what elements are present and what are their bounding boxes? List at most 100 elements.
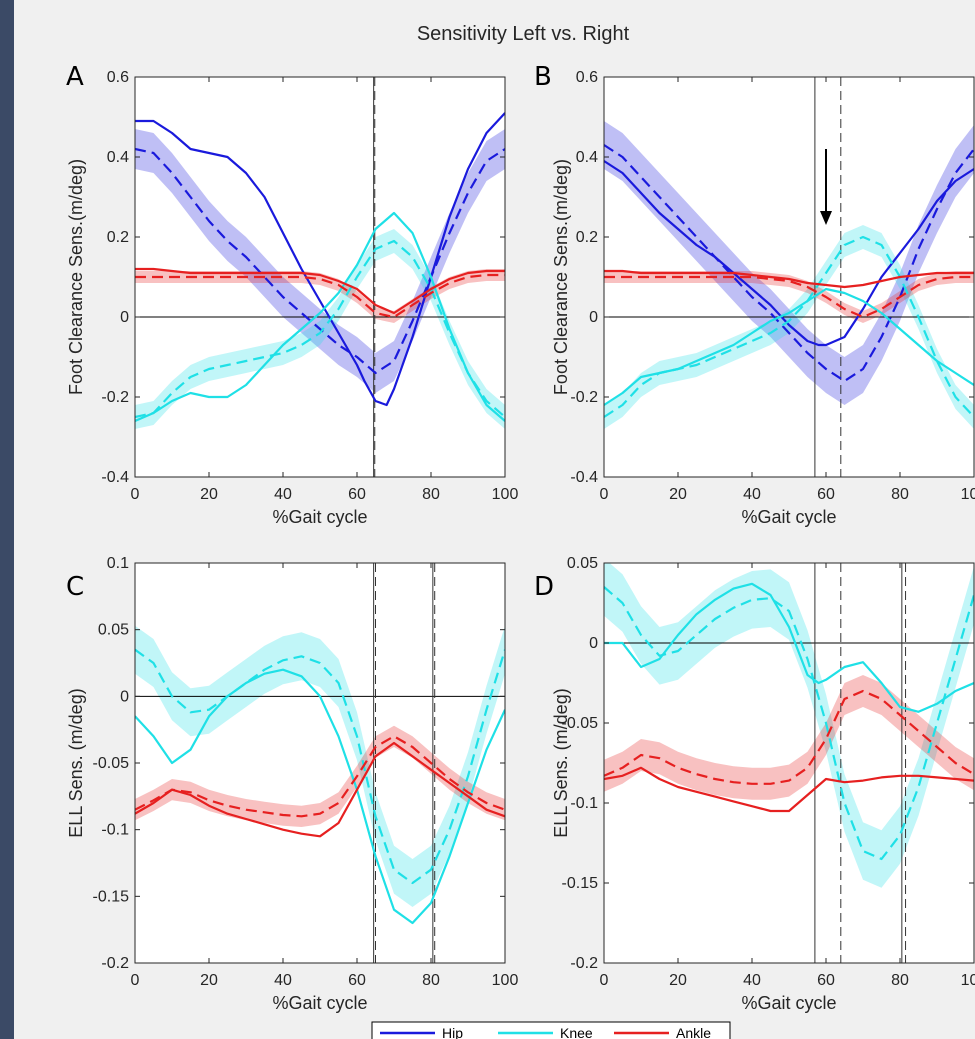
y-tick-label: 0 xyxy=(120,688,129,705)
panel-letter-d: D xyxy=(534,572,554,602)
y-axis-label: ELL Sens. (m/deg) xyxy=(551,688,571,837)
y-tick-label: -0.05 xyxy=(93,755,130,772)
x-tick-label: 0 xyxy=(600,486,609,503)
x-axis-label: %Gait cycle xyxy=(272,993,367,1013)
y-tick-label: 0.2 xyxy=(107,229,129,246)
y-tick-label: 0.1 xyxy=(107,555,129,572)
x-tick-label: 100 xyxy=(492,972,519,989)
x-tick-label: 40 xyxy=(743,486,761,503)
x-tick-label: 80 xyxy=(891,972,909,989)
y-tick-label: 0 xyxy=(589,309,598,326)
y-tick-label: -0.1 xyxy=(570,795,598,812)
ankle-solid-line xyxy=(604,766,974,813)
ankle-solid-line xyxy=(135,741,505,838)
plot-content xyxy=(604,563,974,963)
figure-window: Sensitivity Left vs. Right 0 20 40 60 80 100 -… xyxy=(14,0,975,1039)
ankle-band xyxy=(135,725,505,827)
ankle-solid-line xyxy=(604,269,974,289)
figure-title: Sensitivity Left vs. Right xyxy=(417,23,630,45)
chart-panel-a: 0 20 40 60 80 100 -0.4 -0.2 0 0.2 0.4 0.6 %Gait cycl… xyxy=(66,62,518,527)
x-tick-label: 60 xyxy=(348,486,366,503)
y-tick-label: -0.15 xyxy=(562,875,599,892)
hip-dashed-line xyxy=(135,147,505,375)
y-tick-label: 0.05 xyxy=(567,555,598,572)
legend-label-hip: Hip xyxy=(442,1025,463,1039)
x-tick-label: 100 xyxy=(492,486,519,503)
y-tick-label: -0.1 xyxy=(101,822,129,839)
ankle-dashed-line xyxy=(135,735,505,818)
x-tick-label: 80 xyxy=(422,972,440,989)
knee-solid-line xyxy=(604,582,974,713)
x-tick-label: 100 xyxy=(961,972,975,989)
ankle-band xyxy=(604,271,974,323)
knee-solid-line xyxy=(135,211,505,423)
hip-band xyxy=(135,129,505,393)
x-tick-label: 80 xyxy=(422,486,440,503)
knee-dashed-line xyxy=(604,586,974,861)
ankle-dashed-line xyxy=(604,275,974,319)
panel-letter-b: B xyxy=(534,62,552,92)
y-tick-label: 0.6 xyxy=(576,69,598,86)
y-tick-label: 0.05 xyxy=(98,622,129,639)
panel-letter-c: C xyxy=(66,572,84,602)
ankle-dashed-line xyxy=(135,273,505,319)
ankle-solid-line xyxy=(135,267,505,315)
x-tick-label: 40 xyxy=(274,486,292,503)
chart-panel-c: 0 20 40 60 80 100 -0.2 -0.15 -0.1 -0.05 0 0.05 0.1 %G… xyxy=(66,555,518,1013)
hip-band xyxy=(604,121,974,405)
x-tick-label: 100 xyxy=(961,486,975,503)
plot-content xyxy=(604,77,974,477)
x-tick-label: 60 xyxy=(817,972,835,989)
y-tick-label: -0.15 xyxy=(93,888,130,905)
ankle-dashed-line xyxy=(604,689,974,785)
y-tick-label: -0.2 xyxy=(101,955,129,972)
knee-solid-line xyxy=(135,668,505,925)
x-tick-label: 60 xyxy=(817,486,835,503)
knee-dashed-line xyxy=(135,648,505,885)
y-tick-label: -0.4 xyxy=(101,469,129,486)
x-tick-label: 0 xyxy=(600,972,609,989)
x-axis-label: %Gait cycle xyxy=(272,507,367,527)
y-tick-label: -0.2 xyxy=(570,389,598,406)
x-tick-label: 40 xyxy=(274,972,292,989)
arrow-head xyxy=(820,211,832,225)
x-tick-label: 60 xyxy=(348,972,366,989)
x-tick-label: 40 xyxy=(743,972,761,989)
y-tick-label: -0.2 xyxy=(101,389,129,406)
x-tick-label: 0 xyxy=(131,972,140,989)
y-axis-label: Foot Clearance Sens.(m/deg) xyxy=(66,159,86,395)
ankle-band xyxy=(135,269,505,323)
x-tick-label: 20 xyxy=(200,972,218,989)
plot-content xyxy=(135,77,505,477)
figure-canvas: Sensitivity Left vs. Right 0 20 40 60 80 100 -… xyxy=(66,23,975,1039)
plot-content xyxy=(135,563,505,963)
y-tick-label: 0 xyxy=(589,635,598,652)
knee-band xyxy=(604,225,974,429)
x-axis-label: %Gait cycle xyxy=(741,993,836,1013)
y-tick-label: -0.05 xyxy=(562,715,599,732)
y-tick-label: -0.2 xyxy=(570,955,598,972)
y-axis-label: Foot Clearance Sens.(m/deg) xyxy=(551,159,571,395)
chart-panel-b: 0 20 40 60 80 100 -0.4 -0.2 0 0.2 0.4 0.6 %Gait cycl… xyxy=(534,62,975,527)
x-tick-label: 0 xyxy=(131,486,140,503)
legend-label-knee: Knee xyxy=(560,1025,593,1039)
chart-panel-d: 0 20 40 60 80 100 -0.2 -0.15 -0.1 -0.05 0 0.05 %Gait… xyxy=(534,555,975,1013)
axes-box xyxy=(603,76,975,478)
x-axis-label: %Gait cycle xyxy=(741,507,836,527)
y-tick-label: -0.4 xyxy=(570,469,598,486)
x-tick-label: 80 xyxy=(891,486,909,503)
y-tick-label: 0.4 xyxy=(576,149,598,166)
hip-solid-line xyxy=(604,160,974,347)
hip-dashed-line xyxy=(604,144,974,383)
x-tick-label: 20 xyxy=(669,972,687,989)
x-tick-label: 20 xyxy=(669,486,687,503)
knee-band xyxy=(604,563,974,888)
y-tick-label: 0 xyxy=(120,309,129,326)
knee-dashed-line xyxy=(604,235,974,418)
panel-letter-a: A xyxy=(66,62,84,92)
knee-dashed-line xyxy=(135,239,505,419)
plot-area xyxy=(135,563,505,963)
legend-box xyxy=(371,1021,731,1039)
hip-solid-line xyxy=(135,112,505,407)
x-tick-label: 20 xyxy=(200,486,218,503)
